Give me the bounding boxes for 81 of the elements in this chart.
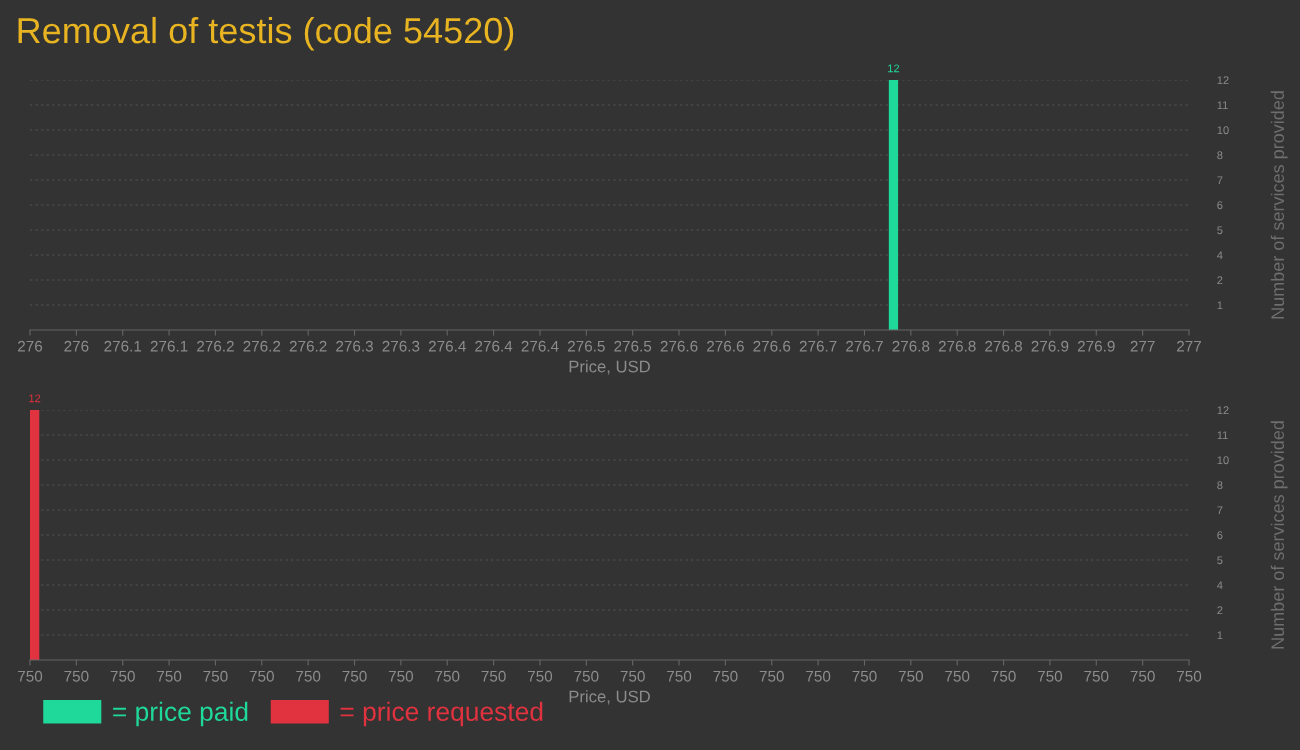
x-tick-label: 276.6 xyxy=(753,340,791,352)
x-tick-label: 750 xyxy=(481,670,506,682)
x-tick-label: 750 xyxy=(945,670,970,682)
x-tick-label: 276.7 xyxy=(799,340,837,352)
x-tick-label: 750 xyxy=(1037,670,1063,682)
y-tick-label: 12 xyxy=(1217,406,1229,415)
y-axis-title: Number of services provided xyxy=(1270,421,1288,649)
x-tick-label: 750 xyxy=(249,670,274,682)
x-tick-label: 750 xyxy=(64,670,89,682)
x-tick-label: 276 xyxy=(18,340,43,352)
x-tick-label: 276.8 xyxy=(938,340,976,352)
y-tick-label: 2 xyxy=(1217,276,1223,285)
x-tick-label: 750 xyxy=(528,670,553,682)
x-tick-label: 276.5 xyxy=(567,340,605,352)
x-tick-label: 750 xyxy=(713,670,738,682)
x-tick-label: 276.4 xyxy=(428,340,466,352)
y-tick-label: 1 xyxy=(1217,631,1223,640)
y-tick-label: 5 xyxy=(1217,556,1223,565)
x-tick-label: 750 xyxy=(1084,670,1109,682)
legend-label: = price requested xyxy=(340,701,543,727)
y-tick-label: 1 xyxy=(1217,301,1223,310)
x-tick-label: 750 xyxy=(110,670,135,682)
x-tick-label: 276.5 xyxy=(614,340,652,352)
data-label: 12 xyxy=(888,64,900,73)
x-tick-label: 750 xyxy=(898,670,923,682)
x-tick-label: 750 xyxy=(806,670,831,682)
y-tick-label: 8 xyxy=(1217,151,1223,160)
x-tick-label: 276.3 xyxy=(336,340,373,352)
x-tick-label: 276.2 xyxy=(197,340,234,352)
data-label: 12 xyxy=(29,394,41,403)
x-tick-label: 276 xyxy=(64,340,89,352)
chart-title: Removal of testis (code 54520) xyxy=(18,16,514,51)
legend-label: = price paid xyxy=(113,701,248,727)
x-tick-label: 277 xyxy=(1130,340,1155,352)
y-tick-label: 7 xyxy=(1217,176,1223,185)
x-tick-label: 276.2 xyxy=(289,340,327,352)
x-tick-label: 750 xyxy=(852,670,877,682)
y-axis-title: Number of services provided xyxy=(1270,91,1288,319)
y-tick-label: 2 xyxy=(1217,606,1223,615)
x-tick-label: 276.6 xyxy=(707,340,744,352)
y-tick-label: 8 xyxy=(1217,481,1223,490)
x-tick-label: 276.2 xyxy=(243,340,281,352)
x-tick-label: 750 xyxy=(759,670,784,682)
x-tick-label: 750 xyxy=(1177,670,1202,682)
x-tick-label: 276.8 xyxy=(892,340,930,352)
x-tick-label: 750 xyxy=(620,670,645,682)
x-tick-label: 750 xyxy=(296,670,321,682)
x-tick-label: 276.4 xyxy=(521,340,559,352)
y-tick-label: 10 xyxy=(1217,456,1229,465)
x-tick-label: 276.4 xyxy=(475,340,513,352)
x-tick-label: 750 xyxy=(1130,670,1155,682)
y-tick-label: 10 xyxy=(1217,126,1229,135)
x-axis-title: Price, USD xyxy=(569,360,650,375)
y-tick-label: 12 xyxy=(1217,76,1229,85)
x-tick-label: 276.1 xyxy=(150,340,188,352)
x-tick-label: 276.9 xyxy=(1077,340,1115,352)
x-tick-label: 750 xyxy=(18,670,43,682)
x-tick-label: 750 xyxy=(991,670,1016,682)
x-tick-label: 276.7 xyxy=(846,340,883,352)
y-tick-label: 5 xyxy=(1217,226,1223,235)
x-tick-label: 750 xyxy=(667,670,692,682)
x-tick-label: 750 xyxy=(203,670,228,682)
y-tick-label: 7 xyxy=(1217,506,1223,515)
x-tick-label: 276.3 xyxy=(382,340,420,352)
x-tick-label: 750 xyxy=(435,670,460,682)
x-tick-label: 750 xyxy=(388,670,414,682)
x-tick-label: 276.1 xyxy=(104,340,142,352)
x-axis-title: Price, USD xyxy=(569,690,650,705)
x-tick-label: 750 xyxy=(342,670,367,682)
y-tick-label: 11 xyxy=(1217,101,1228,110)
y-tick-label: 6 xyxy=(1217,201,1223,210)
x-tick-label: 276.8 xyxy=(985,340,1023,352)
x-tick-label: 277 xyxy=(1177,340,1201,352)
x-tick-label: 276.6 xyxy=(660,340,698,352)
y-tick-label: 6 xyxy=(1217,531,1223,540)
y-tick-label: 4 xyxy=(1217,251,1223,260)
x-tick-label: 750 xyxy=(157,670,182,682)
y-tick-label: 11 xyxy=(1217,431,1228,440)
y-tick-label: 4 xyxy=(1217,581,1223,590)
x-tick-label: 750 xyxy=(574,670,599,682)
x-tick-label: 276.9 xyxy=(1031,340,1069,352)
